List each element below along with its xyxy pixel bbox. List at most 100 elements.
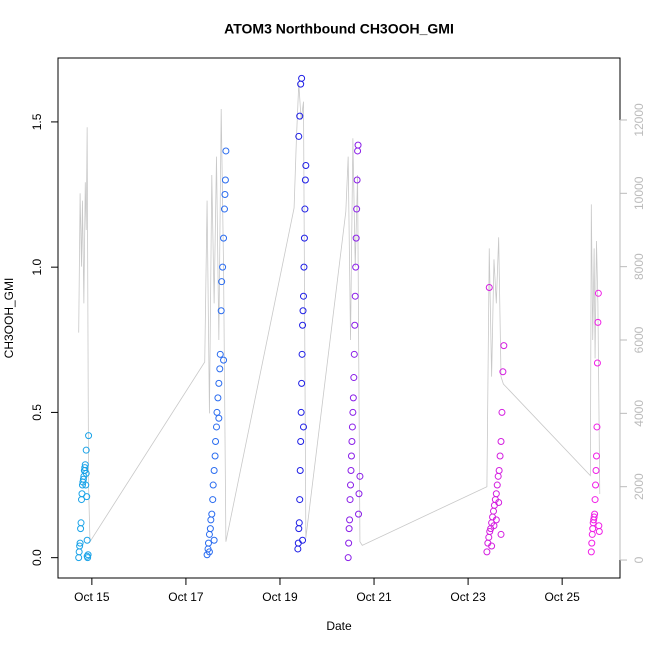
- data-point: [353, 176, 361, 184]
- data-point: [588, 530, 596, 538]
- data-point: [352, 263, 360, 271]
- data-point: [216, 350, 224, 358]
- data-point: [207, 516, 215, 524]
- data-point: [296, 496, 304, 504]
- data-point: [490, 501, 498, 509]
- data-point: [208, 510, 216, 518]
- data-point: [347, 481, 355, 489]
- y2-tick-label: 2000: [632, 473, 646, 500]
- data-point: [588, 539, 596, 547]
- data-point: [299, 307, 307, 315]
- data-point: [296, 112, 304, 120]
- data-point: [498, 408, 506, 416]
- data-point: [490, 522, 498, 530]
- data-point: [497, 437, 505, 445]
- data-point: [82, 481, 90, 489]
- data-point: [349, 394, 357, 402]
- data-point: [75, 554, 83, 562]
- data-point: [76, 542, 84, 550]
- data-point: [295, 132, 303, 140]
- data-point: [593, 359, 601, 367]
- data-point: [347, 452, 355, 460]
- data-point: [298, 379, 306, 387]
- data-point: [352, 234, 360, 242]
- data-point: [494, 472, 502, 480]
- chart-title: ATOM3 Northbound CH3OOH_GMI: [224, 21, 454, 37]
- data-point: [354, 147, 362, 155]
- data-point: [294, 539, 302, 547]
- data-point: [205, 530, 213, 538]
- data-point: [204, 539, 212, 547]
- data-point: [500, 342, 508, 350]
- data-point: [213, 408, 221, 416]
- data-point: [302, 161, 310, 169]
- data-point: [299, 423, 307, 431]
- data-point: [346, 516, 354, 524]
- data-point: [220, 205, 228, 213]
- data-point: [493, 481, 501, 489]
- data-point: [294, 545, 302, 553]
- data-point: [212, 437, 220, 445]
- x-tick-label: Oct 19: [262, 590, 298, 604]
- data-point: [594, 318, 602, 326]
- data-point: [300, 234, 308, 242]
- y-tick-label: 0.0: [30, 549, 44, 566]
- data-point: [355, 510, 363, 518]
- data-point: [295, 519, 303, 527]
- data-point: [345, 525, 353, 533]
- y-tick-label: 1.0: [30, 258, 44, 275]
- data-point: [209, 496, 217, 504]
- data-point: [84, 551, 92, 559]
- data-point: [351, 292, 359, 300]
- data-point: [212, 423, 220, 431]
- y-tick-label: 1.5: [30, 113, 44, 130]
- data-point: [351, 321, 359, 329]
- data-point: [595, 528, 603, 536]
- data-point: [353, 205, 361, 213]
- y2-tick-label: 4000: [632, 400, 646, 427]
- y2-tick-label: 0: [632, 556, 646, 563]
- y2-tick-label: 12000: [632, 103, 646, 137]
- data-point: [348, 423, 356, 431]
- data-point: [347, 467, 355, 475]
- data-point: [85, 432, 93, 440]
- data-point: [210, 467, 218, 475]
- data-point: [209, 481, 217, 489]
- data-point: [346, 496, 354, 504]
- y2-tick-label: 10000: [632, 176, 646, 210]
- data-point: [592, 467, 600, 475]
- data-point: [216, 365, 224, 373]
- x-tick-label: Oct 25: [544, 590, 580, 604]
- data-point: [592, 481, 600, 489]
- data-point: [75, 548, 83, 556]
- data-point: [77, 525, 85, 533]
- data-point: [488, 542, 496, 550]
- data-point: [81, 467, 89, 475]
- data-point: [295, 525, 303, 533]
- data-point: [483, 548, 491, 556]
- data-point: [297, 437, 305, 445]
- data-point: [595, 522, 603, 530]
- y2-tick-label: 8000: [632, 253, 646, 280]
- data-point: [222, 147, 230, 155]
- data-point: [301, 205, 309, 213]
- data-point: [299, 536, 307, 544]
- data-point: [486, 528, 494, 536]
- data-point: [83, 536, 91, 544]
- x-axis-label: Date: [326, 619, 352, 633]
- data-point: [485, 283, 493, 291]
- altitude-line: [78, 83, 601, 546]
- data-point: [210, 536, 218, 544]
- data-point: [298, 350, 306, 358]
- data-point: [206, 525, 214, 533]
- data-point: [496, 452, 504, 460]
- data-point: [297, 408, 305, 416]
- data-point: [350, 374, 358, 382]
- data-point: [492, 516, 500, 524]
- data-point: [592, 452, 600, 460]
- x-tick-label: Oct 23: [450, 590, 486, 604]
- data-point: [220, 356, 228, 364]
- x-tick-label: Oct 15: [74, 590, 110, 604]
